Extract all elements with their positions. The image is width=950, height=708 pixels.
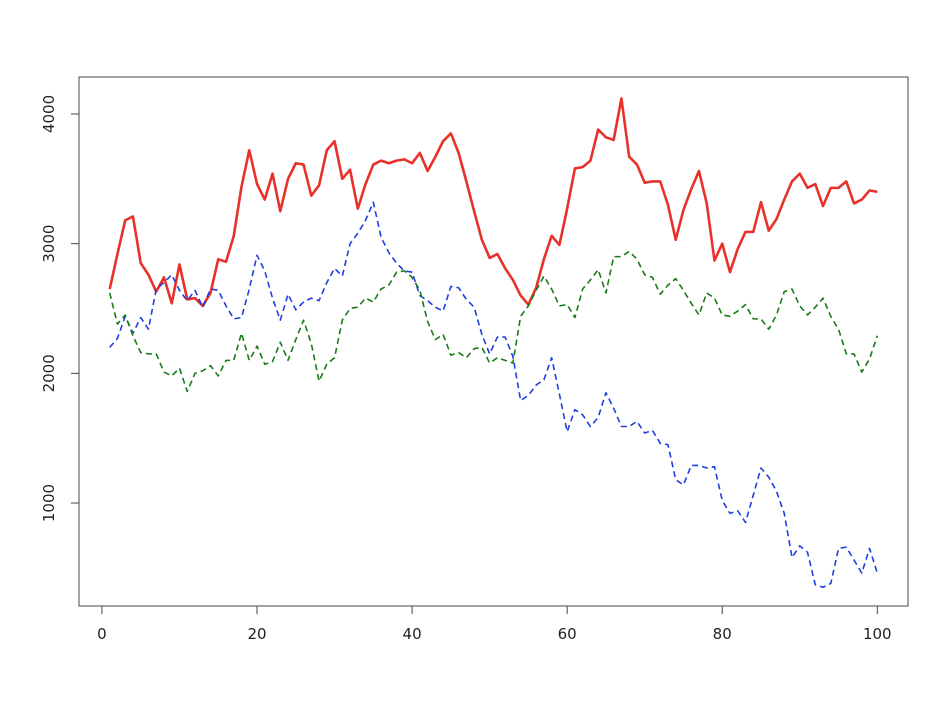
- series-line: [108, 97, 878, 308]
- plot-frame: [78, 76, 909, 607]
- x-tick-label: 0: [97, 625, 107, 643]
- x-tick-label: 80: [713, 625, 732, 643]
- y-tick-label: 1000: [40, 484, 58, 522]
- x-tick-label: 40: [403, 625, 422, 643]
- series-line: [108, 250, 879, 393]
- series-line: [109, 201, 879, 589]
- y-tick-label: 2000: [40, 354, 58, 392]
- y-tick-label: 3000: [40, 225, 58, 263]
- x-tick-label: 20: [247, 625, 266, 643]
- y-tick-label: 4000: [40, 95, 58, 133]
- x-tick-label: 60: [558, 625, 577, 643]
- x-tick-label: 100: [863, 625, 892, 643]
